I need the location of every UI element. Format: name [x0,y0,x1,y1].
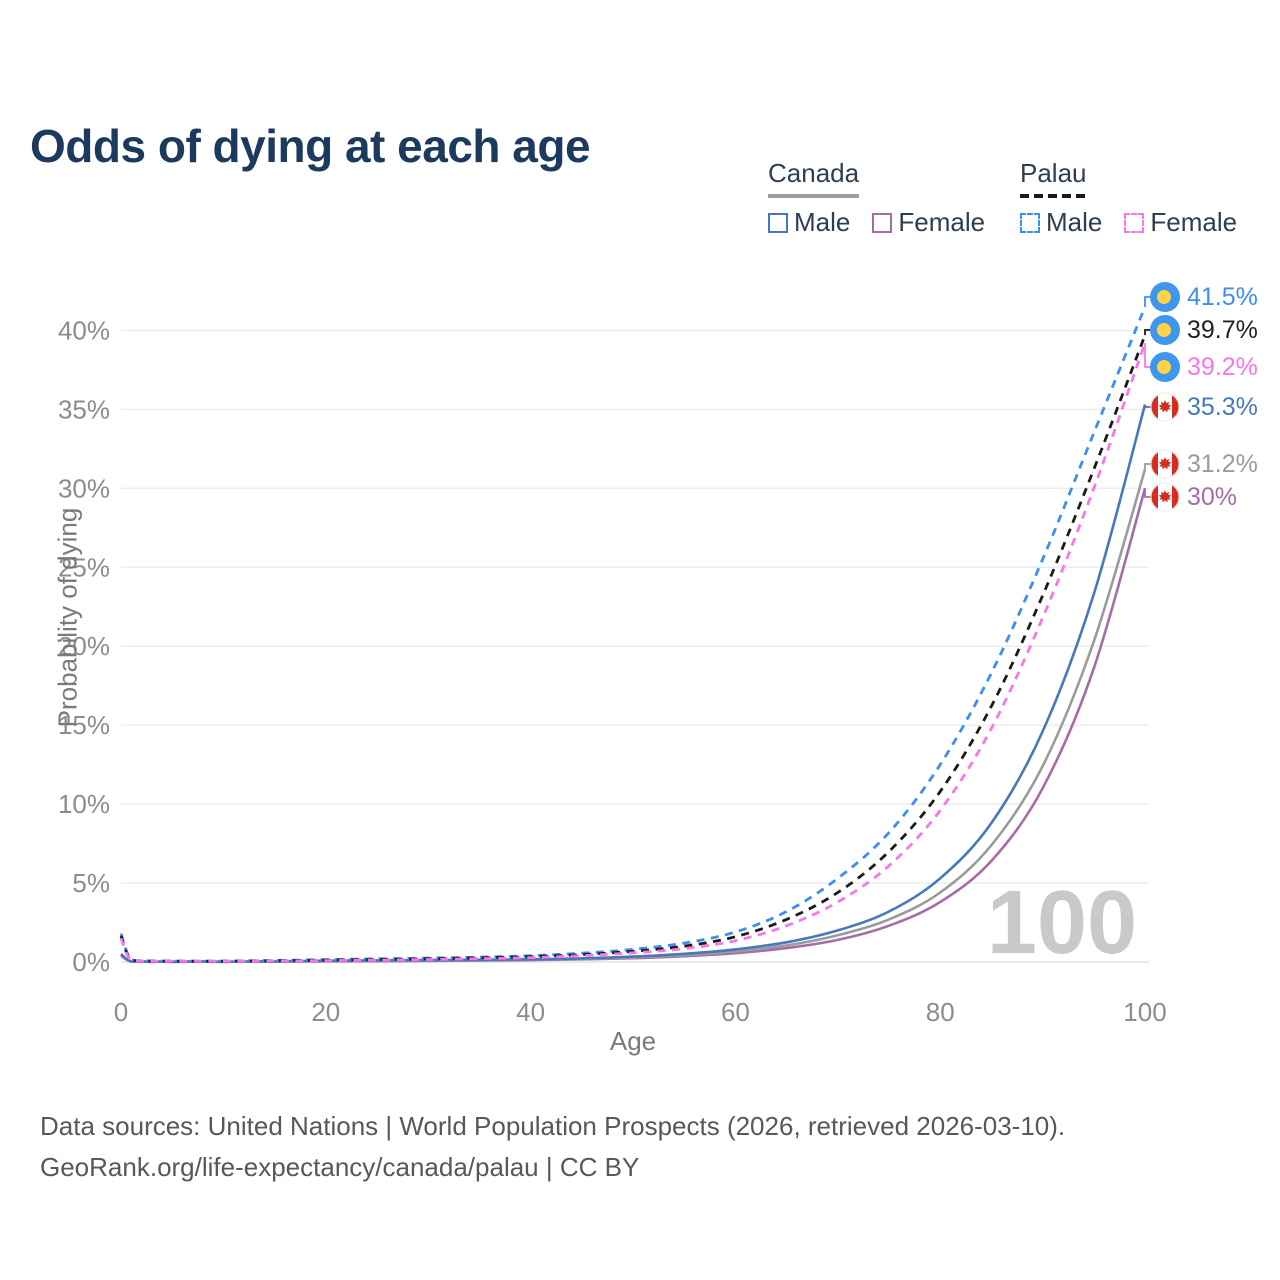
canada-male-swatch [768,212,788,233]
legend-item-palau-female[interactable]: Female [1124,207,1237,238]
endpoint-label-canada-female[interactable]: 30% [1150,482,1237,512]
x-tick-label: 20 [311,997,340,1027]
palau-female-swatch [1124,212,1145,233]
canada-flag-icon [1150,392,1180,422]
palau-flag-icon [1150,282,1180,312]
canada-flag-icon [1150,449,1180,479]
y-tick-label: 15% [58,710,110,740]
x-tick-label: 60 [721,997,750,1027]
y-tick-label: 5% [72,868,110,898]
footer-credit: GeoRank.org/life-expectancy/canada/palau… [40,1152,640,1182]
endpoint-label-palau[interactable]: 39.7% [1150,315,1258,345]
legend-title-canada[interactable]: Canada [768,158,860,188]
endpoint-label-canada[interactable]: 31.2% [1150,449,1258,479]
footer: Data sources: United Nations | World Pop… [40,1106,1065,1188]
canada-flag-icon [1150,482,1180,512]
series-line-palau-male[interactable] [119,306,1147,963]
legend-item-canada-female[interactable]: Female [872,207,985,238]
palau-flag-icon [1150,315,1180,345]
legend-item-canada-male[interactable]: Male [768,207,850,238]
endpoint-label-palau-female[interactable]: 39.2% [1150,352,1258,382]
y-tick-label: 25% [58,552,110,582]
legend-group-palau: Palau Male Female [1020,158,1237,238]
series-line-palau-female[interactable] [119,342,1147,963]
x-tick-label: 100 [1123,997,1166,1027]
x-tick-label: 80 [926,997,955,1027]
y-tick-label: 35% [58,394,110,424]
endpoint-label-canada-male[interactable]: 35.3% [1150,392,1258,422]
y-tick-label: 20% [58,631,110,661]
y-axis-label: Probability of dying [52,507,83,728]
endpoint-label-palau-male[interactable]: 41.5% [1150,282,1258,312]
x-tick-label: 0 [114,997,128,1027]
canada-female-swatch [872,212,893,233]
canada-line-swatch [768,194,860,198]
palau-line-swatch [1020,194,1087,198]
y-tick-label: 30% [58,473,110,503]
y-tick-label: 40% [58,315,110,345]
palau-flag-icon [1150,352,1180,382]
legend-title-palau[interactable]: Palau [1020,158,1087,188]
page-title: Odds of dying at each age [30,119,591,172]
series-line-palau[interactable] [119,334,1147,963]
footer-data-sources: Data sources: United Nations | World Pop… [40,1111,1066,1141]
legend-item-palau-male[interactable]: Male [1020,207,1102,238]
y-tick-label: 0% [72,947,110,977]
x-tick-label: 40 [516,997,545,1027]
legend-group-canada: Canada Male Female [768,158,985,238]
y-tick-label: 10% [58,789,110,819]
x-axis-label: Age [610,1026,656,1056]
age-marker: 100 [987,873,1137,973]
palau-male-swatch [1020,212,1040,233]
